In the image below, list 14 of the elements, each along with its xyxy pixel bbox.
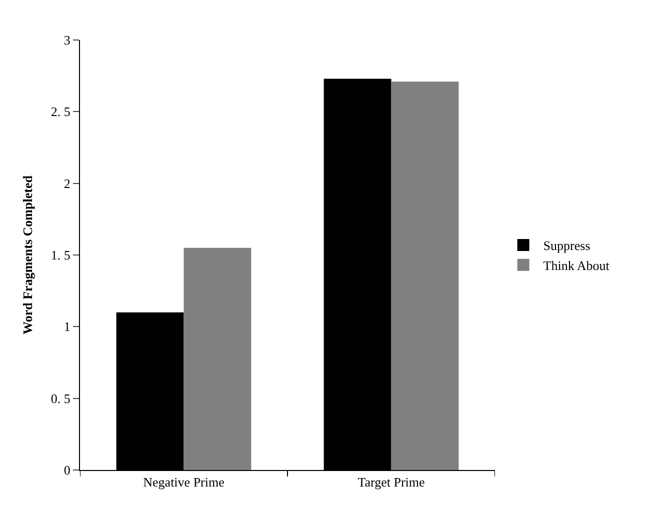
y-tick-label: 1. 5	[50, 248, 70, 263]
x-tick-label: Negative Prime	[143, 474, 225, 490]
y-tick-label: 2. 5	[50, 104, 70, 120]
bar	[391, 82, 459, 470]
y-axis-title: Word Fragments Completed	[20, 174, 35, 334]
y-tick-label: 3	[64, 32, 70, 48]
legend-label: Think About	[543, 258, 610, 273]
legend-label: Suppress	[543, 238, 590, 254]
y-tick-label: 0. 5	[50, 390, 70, 406]
y-tick-label: 1	[64, 319, 70, 334]
y-tick-label: 2	[64, 176, 70, 191]
bar	[184, 248, 252, 470]
x-tick-label: Target Prime	[358, 474, 426, 490]
y-tick-label: 0	[64, 462, 70, 478]
